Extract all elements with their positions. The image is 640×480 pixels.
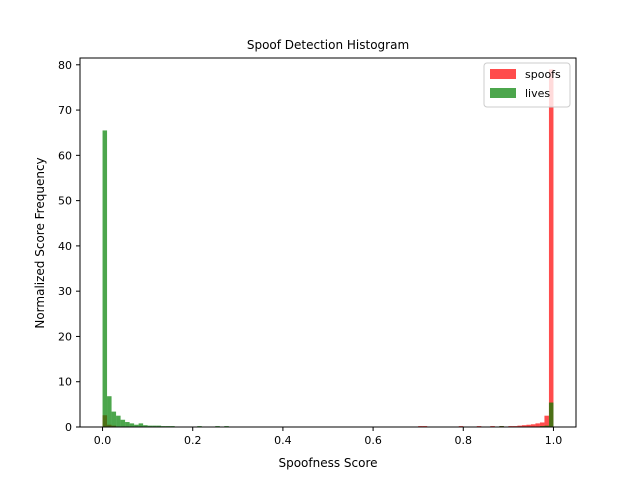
spoofs-bar [517, 425, 522, 427]
spoofs-bar [548, 69, 554, 427]
lives-bar [116, 415, 121, 427]
legend-swatch-lives [490, 88, 516, 98]
y-tick-label: 80 [58, 59, 72, 72]
spoofs-bar [535, 423, 540, 427]
legend-swatch-spoofs [490, 69, 516, 79]
x-tick-label: 1.0 [545, 434, 563, 447]
x-tick-label: 0.0 [94, 434, 112, 447]
y-ticks: 0 10 20 30 40 50 60 70 80 [58, 59, 80, 434]
y-axis-label: Normalized Score Frequency [33, 157, 47, 328]
lives-bar [134, 424, 139, 427]
spoofs-bar [526, 424, 531, 427]
spoofs-bar [530, 424, 536, 427]
legend-label-spoofs: spoofs [525, 68, 561, 81]
lives-bar [548, 402, 554, 427]
x-ticks: 0.0 0.2 0.4 0.6 0.8 1.0 [94, 427, 562, 447]
lives-bar [156, 425, 162, 427]
spoofs-bar [521, 425, 527, 427]
lives-bar [129, 423, 135, 427]
chart-title: Spoof Detection Histogram [247, 38, 409, 52]
legend-label-lives: lives [525, 87, 550, 100]
y-tick-label: 10 [58, 376, 72, 389]
y-tick-label: 70 [58, 104, 72, 117]
lives-bar [544, 425, 549, 427]
lives-bar [152, 425, 157, 427]
x-tick-label: 0.8 [455, 434, 473, 447]
lives-bar [125, 422, 130, 427]
lives-bar [147, 425, 153, 427]
legend: spoofs lives [483, 62, 571, 108]
y-tick-label: 0 [65, 421, 72, 434]
axes-frame [79, 57, 577, 428]
spoofs-bar [539, 422, 545, 427]
x-tick-label: 0.4 [274, 434, 292, 447]
y-tick-label: 60 [58, 149, 72, 162]
y-tick-label: 20 [58, 330, 72, 343]
lives-bar [120, 419, 126, 427]
lives-bar [111, 411, 117, 427]
x-axis-label: Spoofness Score [278, 456, 377, 470]
lives-bar [143, 425, 148, 427]
y-tick-label: 50 [58, 195, 72, 208]
lives-bar [107, 396, 112, 427]
x-tick-label: 0.2 [184, 434, 202, 447]
y-tick-label: 40 [58, 240, 72, 253]
spoofs-bar [544, 415, 549, 427]
lives-bar [138, 423, 144, 427]
y-tick-label: 30 [58, 285, 72, 298]
lives-bar [102, 130, 108, 427]
x-tick-label: 0.6 [364, 434, 382, 447]
